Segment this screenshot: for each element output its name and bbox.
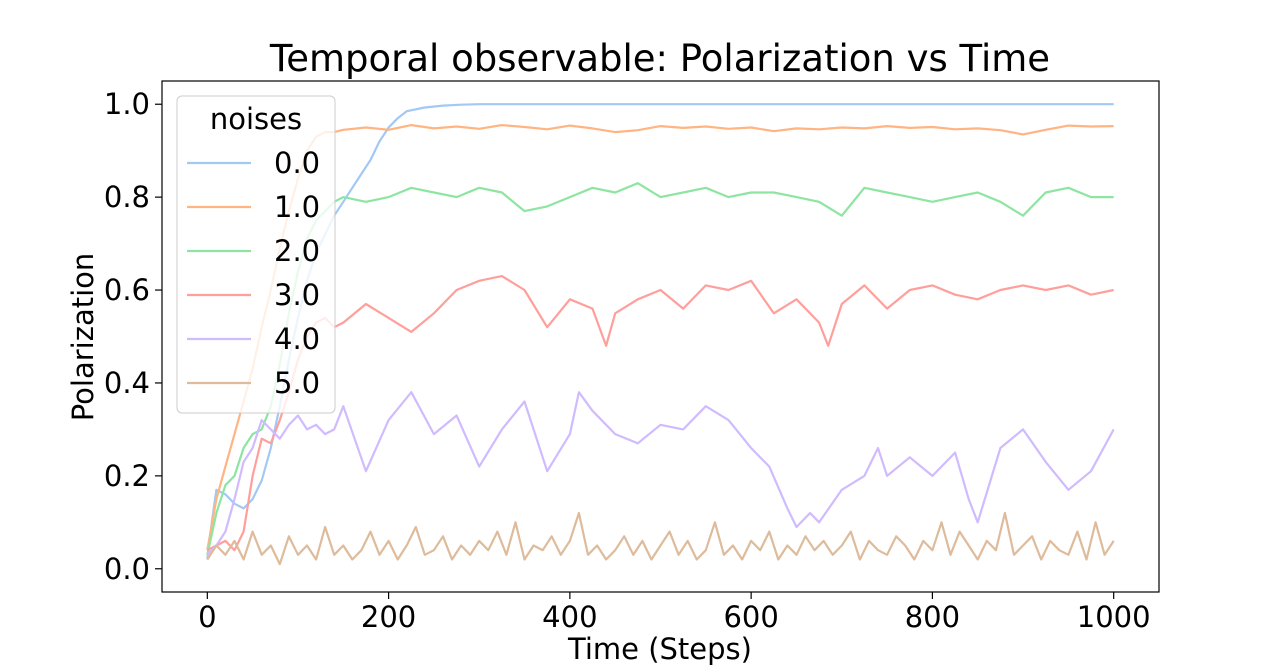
plot-frame [161, 80, 1160, 593]
y-tick-label: 0.6 [104, 273, 150, 307]
legend: noises 0.0 1.0 2.0 3.0 4.0 5.0 [176, 95, 336, 414]
legend-label-2.0: 2.0 [274, 234, 320, 268]
series-line-0.0 [206, 103, 1114, 560]
y-axis: 0.0 0.2 0.4 0.6 0.8 1.0 [104, 87, 162, 586]
series-line-5.0 [206, 511, 1115, 566]
chart-title: Temporal observable: Polarization vs Tim… [269, 37, 1050, 80]
x-tick-label: 200 [361, 600, 416, 634]
legend-label-0.0: 0.0 [274, 146, 320, 180]
legend-title: noises [210, 102, 302, 136]
legend-box [176, 95, 336, 414]
y-axis-label: Polarization [66, 253, 100, 422]
x-tick-label: 1000 [1077, 600, 1151, 634]
y-tick-label: 0.2 [104, 459, 150, 493]
legend-label-5.0: 5.0 [274, 366, 320, 400]
y-tick-label: 0.0 [104, 552, 150, 586]
x-tick-label: 400 [542, 600, 597, 634]
series-line-4.0 [206, 391, 1115, 556]
y-tick-label: 0.4 [104, 366, 150, 400]
x-axis: 0 200 400 600 800 1000 [198, 592, 1151, 634]
y-tick-label: 0.8 [104, 180, 150, 214]
x-axis-label: Time (Steps) [567, 632, 752, 665]
legend-label-3.0: 3.0 [274, 278, 320, 312]
x-tick-label: 0 [198, 600, 216, 634]
legend-label-1.0: 1.0 [274, 190, 320, 224]
x-tick-label: 800 [905, 600, 960, 634]
legend-label-4.0: 4.0 [274, 322, 320, 356]
y-tick-label: 1.0 [104, 87, 150, 121]
x-tick-label: 600 [723, 600, 778, 634]
